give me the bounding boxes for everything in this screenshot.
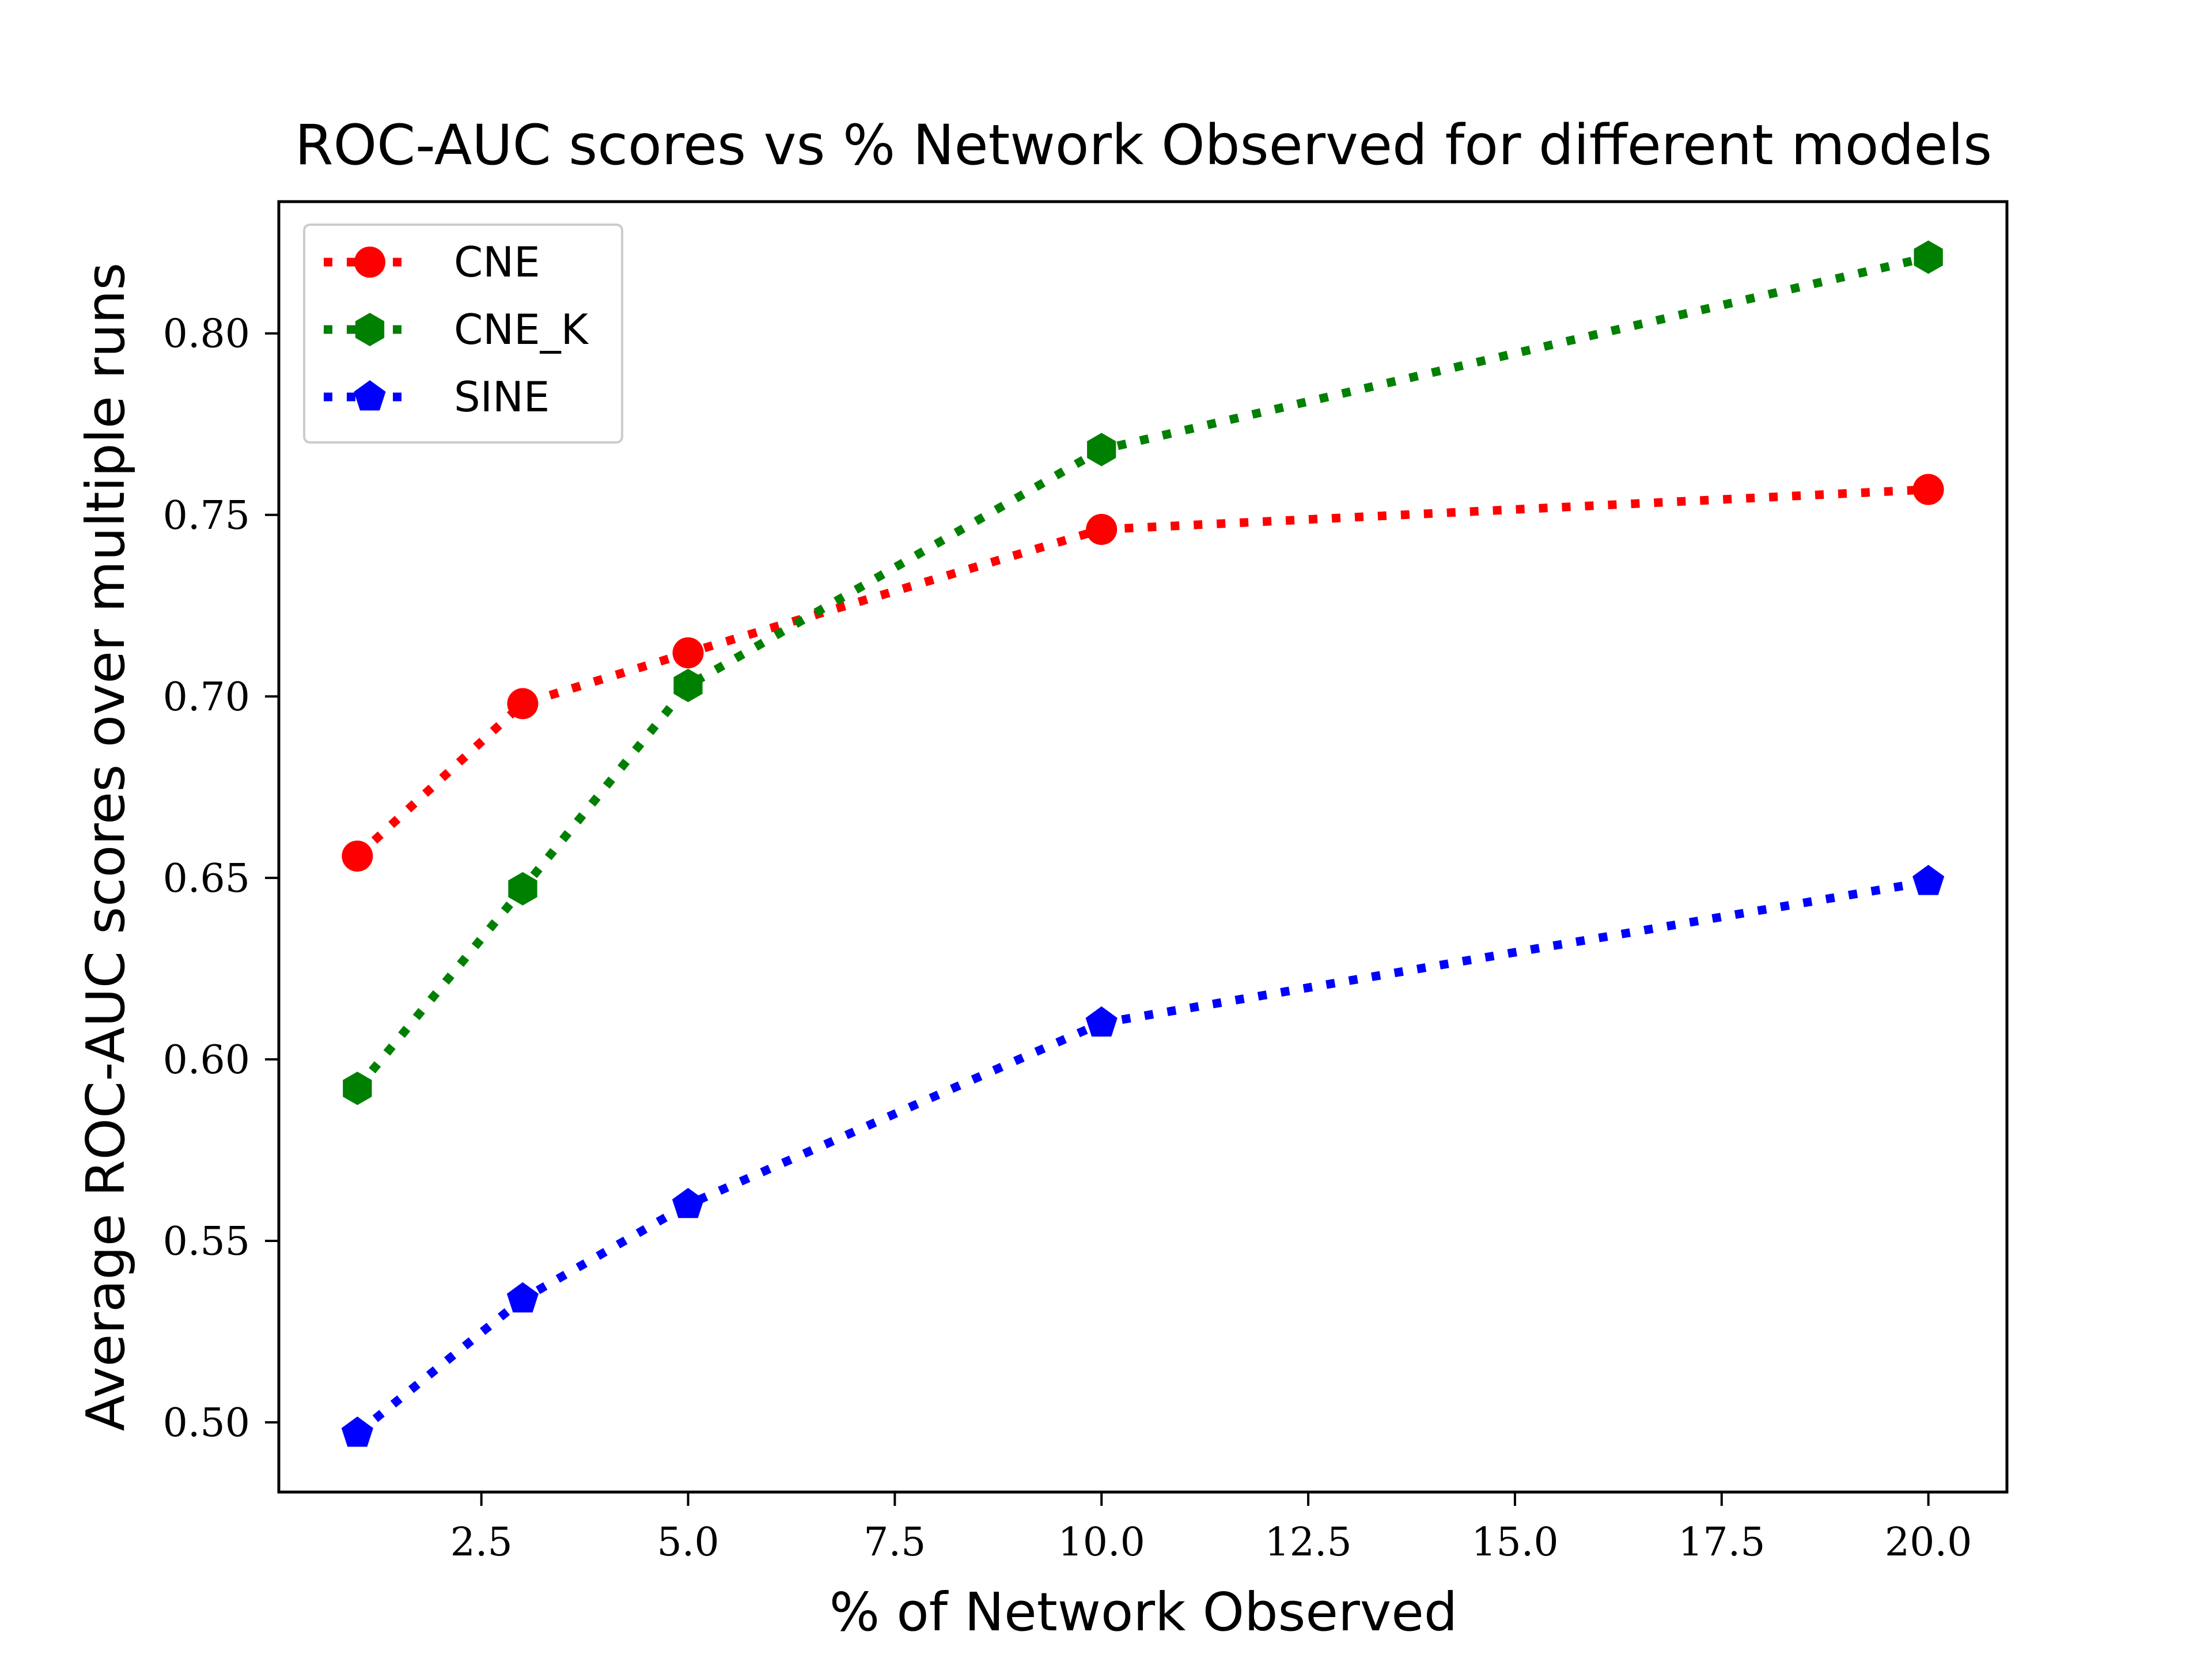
legend-label: SINE (454, 373, 550, 421)
series-line-sine (354, 877, 1929, 1437)
y-axis-ticks: 0.50 0.55 0.60 0.65 0.70 0.75 0.80 (163, 312, 279, 1446)
data-point-sine (506, 1282, 539, 1313)
legend-marker (354, 380, 386, 411)
axes-frame (277, 200, 2009, 1494)
legend-label: CNE_K (454, 305, 589, 354)
legend-item-cne: CNE (324, 238, 540, 286)
legend-box (303, 224, 623, 444)
y-tick-label: 0.55 (163, 1219, 250, 1265)
x-axis-ticks: 2.5 5.0 7.5 10.0 12.5 15.0 17.5 20.0 (450, 1492, 1972, 1565)
data-point-cne-k (343, 1072, 372, 1106)
data-point-cne-k (508, 872, 537, 906)
legend-marker (354, 247, 385, 278)
plot-series (341, 240, 1945, 1447)
data-point-cne-k (1914, 240, 1943, 274)
data-point-cne (1086, 513, 1118, 545)
x-tick-label: 7.5 (863, 1520, 926, 1565)
legend: CNE CNE_K SINE (303, 224, 623, 444)
y-tick-label: 0.65 (163, 856, 250, 902)
data-point-sine (1085, 1006, 1118, 1037)
data-point-cne (507, 688, 539, 720)
data-point-sine (341, 1416, 373, 1447)
data-point-cne-k (1087, 433, 1116, 467)
legend-item-sine: SINE (324, 373, 550, 421)
x-tick-label: 10.0 (1058, 1520, 1145, 1565)
x-tick-label: 20.0 (1885, 1520, 1972, 1565)
legend-label: CNE (454, 238, 540, 286)
x-tick-label: 15.0 (1471, 1520, 1558, 1565)
legend-marker (355, 313, 385, 346)
data-point-sine (1912, 865, 1945, 895)
y-tick-label: 0.60 (163, 1038, 250, 1083)
x-tick-label: 5.0 (657, 1520, 719, 1565)
x-tick-label: 17.5 (1678, 1520, 1765, 1565)
data-point-cne-k (673, 668, 703, 702)
x-tick-label: 2.5 (450, 1520, 513, 1565)
y-tick-label: 0.70 (163, 675, 250, 720)
series-cne-k (343, 240, 1943, 1106)
data-point-cne (672, 637, 704, 669)
x-axis-label: % of Network Observed (830, 1581, 1458, 1643)
data-point-cne (342, 841, 373, 872)
data-point-sine (672, 1188, 704, 1218)
legend-item-cne-k: CNE_K (324, 305, 589, 354)
series-cne (342, 474, 1944, 872)
x-tick-label: 12.5 (1264, 1520, 1351, 1565)
y-tick-label: 0.50 (163, 1400, 250, 1446)
data-point-cne (1912, 474, 1944, 505)
y-tick-label: 0.75 (163, 493, 250, 539)
y-axis-label: Average ROC-AUC scores over multiple run… (75, 263, 137, 1432)
y-tick-label: 0.80 (163, 312, 250, 357)
chart-title: ROC-AUC scores vs % Network Observed for… (295, 113, 1992, 177)
series-sine (341, 865, 1945, 1447)
